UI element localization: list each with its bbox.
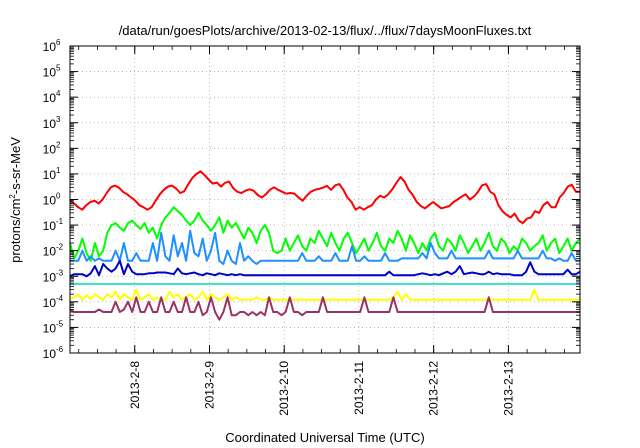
- axes: [70, 45, 580, 354]
- y-tick-base: 10: [43, 219, 57, 233]
- x-tick-label: 2013-2-13: [501, 361, 515, 416]
- y-tick-exp: -2: [56, 243, 64, 252]
- y-tick-base: 10: [43, 168, 57, 182]
- y-tick-base: 10: [43, 194, 57, 208]
- y-tick-exp: -5: [56, 319, 64, 328]
- y-tick-base: 10: [43, 117, 57, 131]
- y-tick-base: 10: [43, 245, 57, 259]
- y-tick-exp: 2: [56, 140, 61, 149]
- series-line-2: [70, 229, 580, 265]
- y-tick-label: 10-5: [43, 319, 64, 335]
- y-tick-base: 10: [43, 66, 57, 80]
- series-lines: [69, 170, 581, 321]
- series-line-0: [69, 170, 580, 225]
- x-tick-label: 2013-2-8: [128, 361, 142, 409]
- y-tick-base: 10: [43, 91, 57, 105]
- x-tick-label: 2013-2-9: [202, 361, 216, 409]
- y-tick-exp: 4: [56, 89, 61, 98]
- series-line-5: [69, 288, 580, 301]
- y-axis-label-sup: 2: [8, 194, 17, 199]
- y-tick-base: 10: [43, 296, 57, 310]
- y-tick-label: 105: [43, 64, 61, 80]
- y-tick-exp: 3: [56, 115, 61, 124]
- y-axis-label-suffix: -s-sr-MeV: [8, 137, 23, 194]
- y-tick-label: 100: [43, 192, 61, 208]
- y-tick-base: 10: [43, 321, 57, 335]
- x-tick-label: 2013-2-11: [352, 361, 366, 415]
- y-tick-exp: -6: [56, 345, 64, 354]
- y-axis-label-prefix: protons/cm: [8, 199, 23, 263]
- x-tick-labels: 2013-2-8 2013-2-9 2013-2-10 2013-2-11 2013-2…: [128, 361, 516, 416]
- series-line-6: [69, 296, 580, 321]
- y-tick-label: 104: [43, 89, 61, 105]
- y-tick-exp: 0: [56, 192, 61, 201]
- y-tick-exp: -4: [56, 294, 64, 303]
- y-tick-label: 101: [43, 166, 61, 182]
- plot-frame: [69, 45, 581, 354]
- y-tick-base: 10: [43, 40, 57, 54]
- chart-title: /data/run/goesPlots/archive/2013-02-13/f…: [119, 23, 532, 38]
- y-tick-label: 106: [43, 38, 61, 54]
- y-tick-label: 103: [43, 115, 61, 131]
- y-tick-label: 10-4: [43, 294, 64, 310]
- series-line-1: [69, 206, 581, 262]
- y-tick-label: 102: [43, 140, 61, 156]
- y-tick-label: 10-2: [43, 243, 64, 259]
- y-tick-label: 10-1: [43, 217, 64, 233]
- x-tick-label: 2013-2-10: [277, 361, 291, 416]
- y-tick-exp: 5: [56, 64, 61, 73]
- y-tick-exp: -3: [56, 268, 64, 277]
- x-axis-label: Coordinated Universal Time (UTC): [225, 430, 424, 445]
- y-tick-label: 10-3: [43, 268, 64, 284]
- y-tick-labels: 10-610-510-410-310-210-11001011021031041…: [43, 38, 64, 361]
- y-tick-base: 10: [43, 142, 57, 156]
- series-line-3: [69, 259, 581, 278]
- y-tick-label: 10-6: [43, 345, 64, 361]
- y-axis-label: protons/cm2-s-sr-MeV: [8, 137, 23, 263]
- y-tick-base: 10: [43, 347, 57, 361]
- y-tick-exp: 6: [56, 38, 61, 47]
- y-tick-base: 10: [43, 270, 57, 284]
- y-tick-exp: 1: [56, 166, 61, 175]
- x-tick-label: 2013-2-12: [427, 361, 441, 416]
- y-tick-exp: -1: [56, 217, 64, 226]
